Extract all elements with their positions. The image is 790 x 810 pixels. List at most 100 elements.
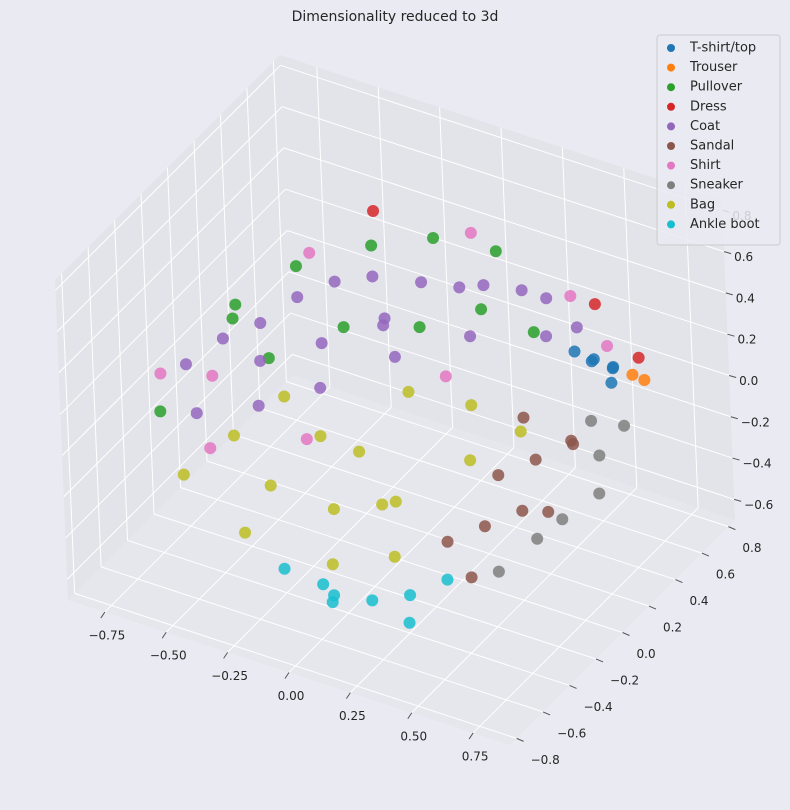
y-tick [516,737,524,742]
legend-label: Sandal [690,139,734,154]
legend-marker [667,63,675,72]
legend-label: Shirt [690,158,721,173]
y-tick-label: 0.6 [716,568,735,582]
legend-marker [667,122,675,131]
grid-line [285,188,728,335]
point [317,578,330,591]
x-tick [223,652,229,659]
x-tick-label: 0.00 [278,689,305,703]
grid-line [56,106,283,332]
point [291,291,304,304]
point [585,414,598,427]
grid-line [288,271,731,418]
z-tick-label: 0.0 [739,374,758,388]
point [254,354,267,367]
grid-line [219,114,234,435]
legend-label: Pullover [690,80,743,95]
point [441,535,454,548]
z-tick [730,416,738,420]
y-tick-label: 0.2 [663,621,682,635]
ticks: −0.75 −0.50 −0.25 0.00 0.25 0.50 0.75 −0.8 −0.6 −… [88,209,773,767]
grid-line [55,64,281,291]
legend-marker [667,181,675,190]
grid-line [206,460,650,607]
legend-marker [667,200,675,209]
point [540,330,553,343]
point [477,279,490,292]
x-tick [161,631,167,639]
point [564,290,577,303]
point [190,407,203,420]
point [328,275,341,288]
point [464,226,477,239]
point [154,367,167,380]
point [453,281,466,294]
point [353,445,366,458]
legend-label: Sneaker [690,178,744,193]
grid [55,61,735,739]
grid-line [180,487,623,633]
point [618,419,631,432]
point [366,270,379,283]
y-tick-label: 0.0 [637,647,656,661]
point [216,332,229,345]
grid-line [623,167,638,488]
point [565,434,578,447]
point [154,405,167,418]
y-tick [701,552,710,557]
point [427,232,440,245]
point [289,260,302,273]
x-tick [345,692,351,699]
grid-line [316,67,331,388]
point [229,298,242,311]
point [303,246,316,259]
grid-line [61,230,288,456]
legend-label: Coat [690,119,720,134]
y-tick-label: 0.8 [742,541,761,555]
point [278,562,291,575]
z-tick-label: 0.6 [734,250,753,264]
point [252,399,265,412]
grid-line [246,88,261,409]
point [489,245,502,258]
grid-line [61,273,76,594]
point [413,321,426,334]
legend-label: T-shirt/top [689,41,756,56]
point [388,550,401,563]
point [227,429,240,442]
chart-title: Dimensionality reduced to 3d [292,9,499,25]
legend-marker [667,161,675,170]
y-tick [648,605,657,610]
legend-label: Dress [690,99,727,114]
point [402,385,415,398]
grid-line [66,354,293,580]
y-tick [728,526,736,531]
point [465,571,478,584]
z-tick [723,251,732,255]
y-tick-label: −0.8 [531,753,560,767]
z-tick [728,375,737,378]
legend-box [656,34,781,246]
point [593,487,606,500]
point [632,351,645,364]
point [315,337,328,350]
point [226,312,239,325]
grid-line [561,147,576,468]
point [529,453,542,466]
point [540,292,553,305]
point [439,370,452,383]
point [464,454,477,467]
legend-label: Bag [690,197,715,212]
y-tick-label: −0.4 [584,700,613,714]
point [601,340,614,353]
point [376,498,389,511]
y-tick [622,632,630,636]
point [527,326,540,339]
point [588,298,601,311]
point [415,276,428,289]
x-tick-label: −0.50 [150,649,187,663]
point [206,369,219,382]
point [556,513,569,526]
legend-label: Ankle boot [690,217,760,232]
grid-line [286,230,730,376]
